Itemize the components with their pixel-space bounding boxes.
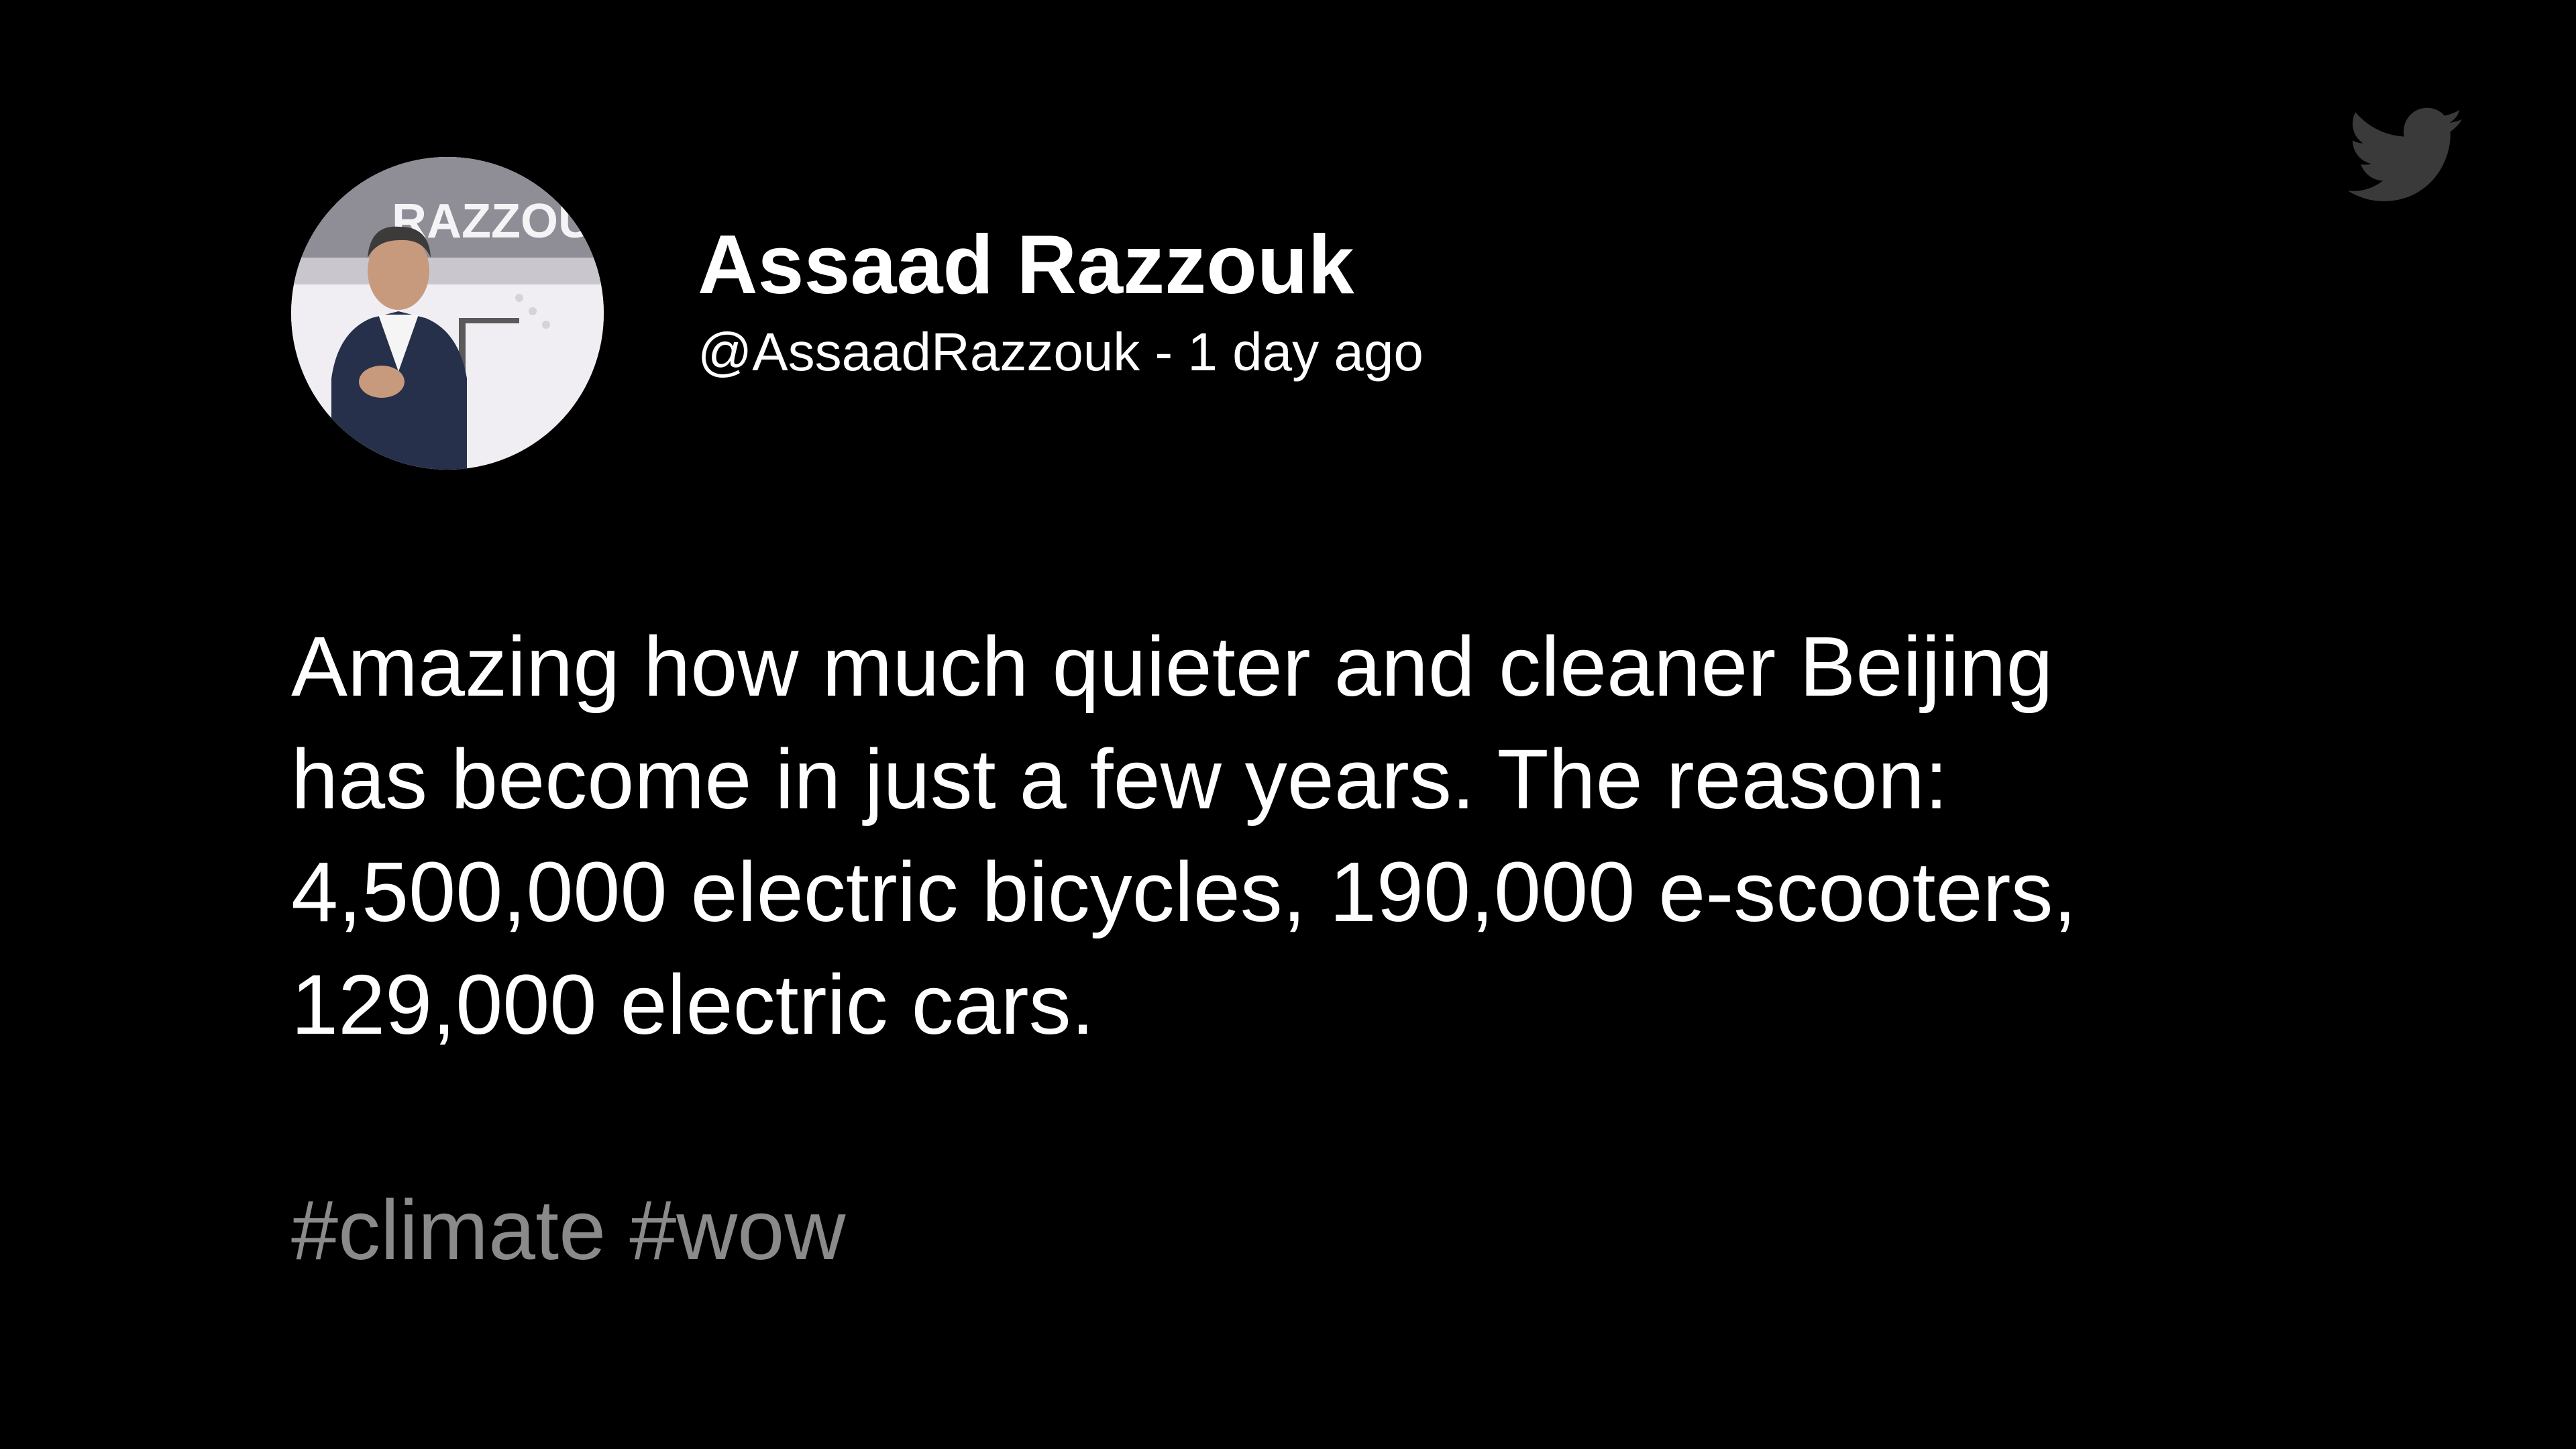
hashtag-link[interactable]: #wow [629, 1183, 846, 1277]
display-name[interactable]: Assaad Razzouk [698, 219, 1354, 311]
tweet-line: 4,500,000 electric bicycles, 190,000 e-s… [291, 845, 2077, 939]
avatar[interactable]: RAZZOUK [291, 157, 604, 470]
author-block: Assaad Razzouk @AssaadRazzouk - 1 day ag… [698, 215, 1424, 389]
timestamp[interactable]: 1 day ago [1187, 322, 1424, 382]
twitter-bird-icon [2348, 107, 2465, 205]
hashtags: #climate #wow [291, 1174, 845, 1287]
hashtag-link[interactable]: #climate [291, 1183, 606, 1277]
tweet-text: Amazing how much quieter and cleaner Bei… [291, 610, 2304, 1061]
tweet-line: 129,000 electric cars. [291, 957, 1095, 1052]
separator: - [1155, 322, 1173, 382]
meta-line: @AssaadRazzouk - 1 day ago [698, 315, 1424, 389]
tweet-line: Amazing how much quieter and cleaner Bei… [291, 619, 2053, 714]
tweet-line: has become in just a few years. The reas… [291, 732, 1948, 826]
handle[interactable]: @AssaadRazzouk [698, 322, 1140, 382]
